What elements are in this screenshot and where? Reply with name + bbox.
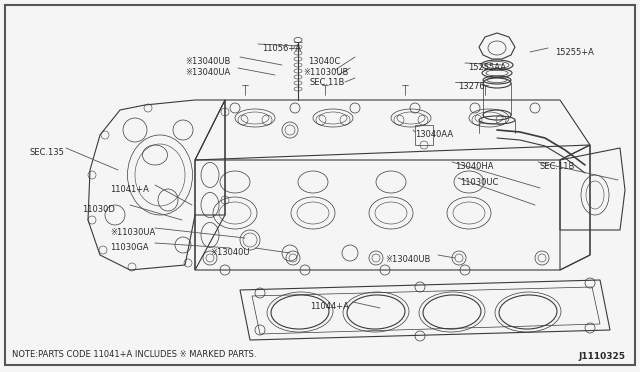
Text: J1110325: J1110325 [578, 352, 625, 361]
Text: NOTE:PARTS CODE 11041+A INCLUDES ※ MARKED PARTS.: NOTE:PARTS CODE 11041+A INCLUDES ※ MARKE… [12, 350, 257, 359]
Text: 11030UC: 11030UC [460, 178, 499, 187]
Text: 13040AA: 13040AA [415, 130, 453, 139]
Text: 11030GA: 11030GA [110, 243, 148, 252]
Text: ※13040UA: ※13040UA [185, 68, 230, 77]
Text: ※13040UB: ※13040UB [385, 255, 430, 264]
Text: 15255AA: 15255AA [468, 63, 506, 72]
Text: SEC.11B: SEC.11B [310, 78, 346, 87]
Text: ※11030UA: ※11030UA [110, 228, 156, 237]
Text: 11041+A: 11041+A [110, 185, 149, 194]
Text: 13040C: 13040C [308, 57, 340, 66]
Text: 11056+A: 11056+A [262, 44, 301, 53]
Text: 13276: 13276 [458, 82, 484, 91]
Bar [415, 125, 433, 145]
Text: ※13040UB: ※13040UB [185, 57, 230, 66]
Text: ※13040U: ※13040U [210, 248, 250, 257]
Text: ※11030UB: ※11030UB [303, 68, 348, 77]
Text: SEC.135: SEC.135 [30, 148, 65, 157]
Text: SEC.11B: SEC.11B [540, 162, 575, 171]
Text: 15255+A: 15255+A [555, 48, 594, 57]
Text: 13040HA: 13040HA [455, 162, 493, 171]
Text: 11030D: 11030D [82, 205, 115, 214]
Text: 11044+A: 11044+A [310, 302, 349, 311]
